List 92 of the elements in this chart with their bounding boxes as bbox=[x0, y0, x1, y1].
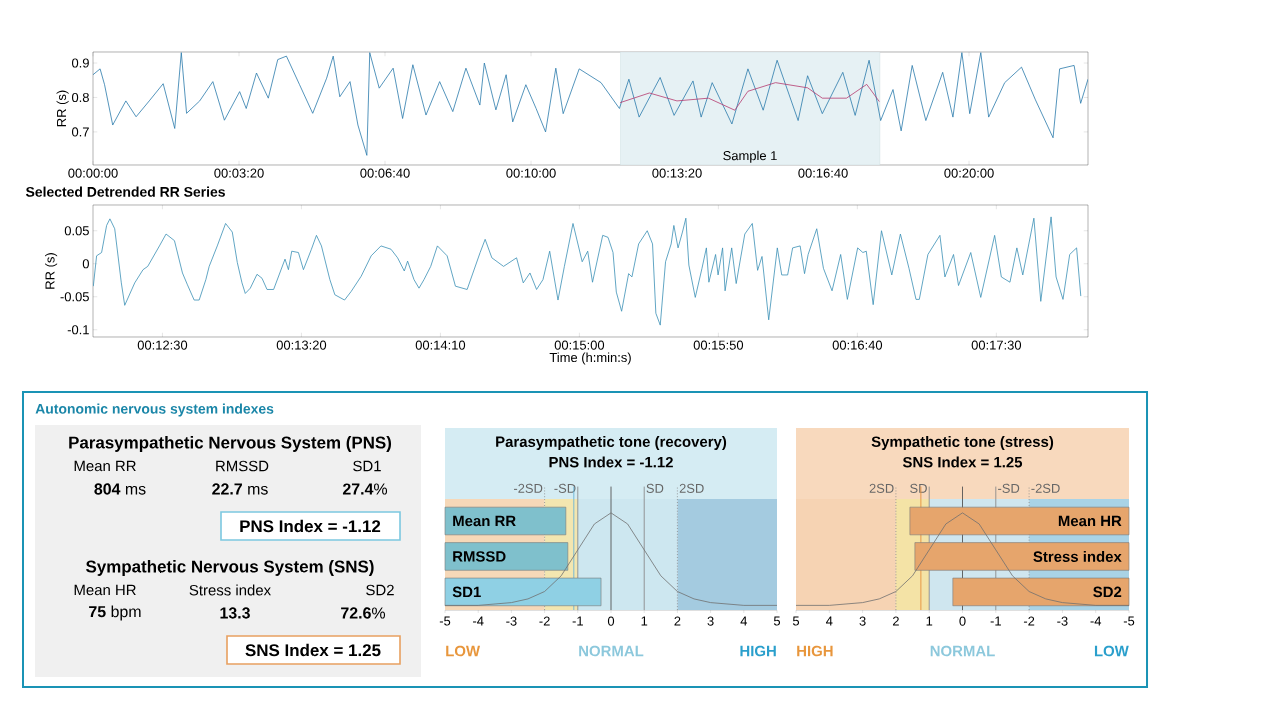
text: HIGH bbox=[797, 645, 833, 657]
y-tick-label: 0.9 bbox=[71, 58, 89, 68]
y-tick-label: -0.05 bbox=[60, 292, 89, 302]
y-tick-label: 0 bbox=[82, 259, 89, 269]
line-series bbox=[619, 82, 880, 111]
chart-title: Sympathetic tone (stress) bbox=[871, 436, 1054, 450]
text: Sympathetic Nervous System (SNS) bbox=[86, 560, 374, 576]
x-tick-label: 1 bbox=[926, 616, 933, 626]
ref-line-label: SD bbox=[910, 483, 927, 493]
x-tick-label: 2 bbox=[674, 616, 681, 626]
x-tick-label: 1 bbox=[641, 616, 648, 626]
text: RMSSD bbox=[216, 460, 269, 472]
ref-line-label: -2SD bbox=[1031, 483, 1060, 493]
text: 72.6% bbox=[341, 607, 386, 619]
x-tick-label: 4 bbox=[740, 616, 748, 626]
x-tick-label: 00:15:00 bbox=[554, 340, 605, 350]
ref-line-label: -SD bbox=[998, 483, 1020, 493]
x-tick-label: -1 bbox=[572, 616, 583, 626]
x-tick-label: 5 bbox=[773, 616, 781, 626]
text: PNS Index = -1.12 bbox=[240, 519, 381, 533]
x-tick-label: 3 bbox=[859, 616, 866, 626]
x-tick-label: -2 bbox=[539, 616, 550, 626]
text: Mean RR bbox=[74, 460, 136, 472]
y-tick-label: 0.05 bbox=[64, 226, 89, 236]
x-tick-label: -4 bbox=[1090, 616, 1102, 626]
category-label: RMSSD bbox=[453, 551, 506, 562]
x-tick-label: -5 bbox=[1123, 616, 1135, 626]
x-tick-label: 00:06:40 bbox=[360, 168, 410, 178]
ref-line-label: SD bbox=[646, 483, 664, 493]
x-tick-label: 2 bbox=[892, 616, 899, 626]
text: Stress index bbox=[189, 584, 271, 596]
text: Mean HR bbox=[74, 584, 136, 596]
x-tick-label: 00:10:00 bbox=[506, 168, 556, 178]
text: SD2 bbox=[366, 584, 394, 596]
x-tick-label: 00:16:40 bbox=[832, 340, 883, 350]
band-label: Sample 1 bbox=[723, 150, 777, 163]
text: NORMAL bbox=[930, 645, 995, 657]
chart-subtitle: PNS Index = -1.12 bbox=[549, 456, 673, 468]
category-label: Mean RR bbox=[453, 515, 516, 527]
text: 27.4% bbox=[342, 483, 388, 495]
chart-subtitle: SNS Index = 1.25 bbox=[902, 456, 1023, 468]
x-axis-title: Time (h:min:s) bbox=[549, 352, 631, 365]
text: Autonomic nervous system indexes bbox=[35, 403, 274, 417]
x-tick-label: -1 bbox=[990, 616, 1001, 626]
y-axis-title: RR (s) bbox=[56, 90, 69, 127]
category-label: SD1 bbox=[452, 586, 481, 598]
y-tick-label: -0.1 bbox=[67, 325, 89, 335]
x-tick-label: 00:20:00 bbox=[944, 168, 994, 178]
x-tick-label: 00:00:00 bbox=[68, 168, 118, 178]
x-tick-label: 00:17:30 bbox=[971, 340, 1022, 350]
y-tick-label: 0.7 bbox=[71, 127, 89, 137]
x-tick-label: 00:13:20 bbox=[276, 340, 327, 350]
x-tick-label: 0 bbox=[959, 616, 966, 626]
text: HIGH bbox=[740, 645, 776, 657]
x-tick-label: 4 bbox=[826, 616, 833, 626]
x-tick-label: 3 bbox=[707, 616, 714, 626]
text: SNS Index = 1.25 bbox=[245, 643, 381, 657]
y-tick-label: 0.8 bbox=[71, 92, 89, 103]
x-tick-label: 00:03:20 bbox=[214, 168, 264, 178]
chart-title: Selected Detrended RR Series bbox=[25, 186, 225, 197]
x-tick-label: 00:16:40 bbox=[798, 168, 848, 178]
category-label: SD2 bbox=[1093, 586, 1122, 598]
line-series bbox=[93, 216, 1082, 326]
category-label: Stress index bbox=[1033, 550, 1122, 562]
y-axis-title: RR (s) bbox=[45, 253, 58, 289]
text: 13.3 bbox=[220, 607, 250, 619]
x-tick-label: 5 bbox=[792, 616, 800, 626]
x-tick-label: -5 bbox=[439, 616, 451, 626]
x-tick-label: -3 bbox=[1057, 616, 1068, 626]
ref-line-label: 2SD bbox=[869, 483, 894, 493]
x-tick-label: 00:13:20 bbox=[652, 168, 702, 178]
x-tick-label: 0 bbox=[607, 616, 615, 626]
ref-line-label: -SD bbox=[554, 483, 576, 493]
x-tick-label: 00:14:10 bbox=[415, 340, 466, 350]
x-tick-label: -2 bbox=[1023, 616, 1035, 626]
bar bbox=[444, 506, 567, 536]
x-tick-label: 00:12:30 bbox=[137, 340, 188, 350]
x-tick-label: -4 bbox=[473, 616, 484, 626]
text: 804 ms bbox=[94, 483, 146, 495]
text: LOW bbox=[446, 645, 481, 657]
text: LOW bbox=[1094, 645, 1129, 657]
category-label: Mean HR bbox=[1058, 515, 1122, 527]
x-tick-label: -3 bbox=[506, 616, 517, 626]
text: Parasympathetic Nervous System (PNS) bbox=[69, 436, 392, 452]
chart-title: Parasympathetic tone (recovery) bbox=[496, 436, 727, 450]
text: SD1 bbox=[353, 460, 381, 472]
ref-line-label: 2SD bbox=[679, 483, 704, 493]
text: 22.7 ms bbox=[212, 483, 268, 495]
x-tick-label: 00:15:50 bbox=[693, 340, 744, 350]
text: 75 bpm bbox=[89, 605, 141, 621]
ref-line-label: -2SD bbox=[513, 483, 543, 493]
text: NORMAL bbox=[579, 645, 644, 657]
